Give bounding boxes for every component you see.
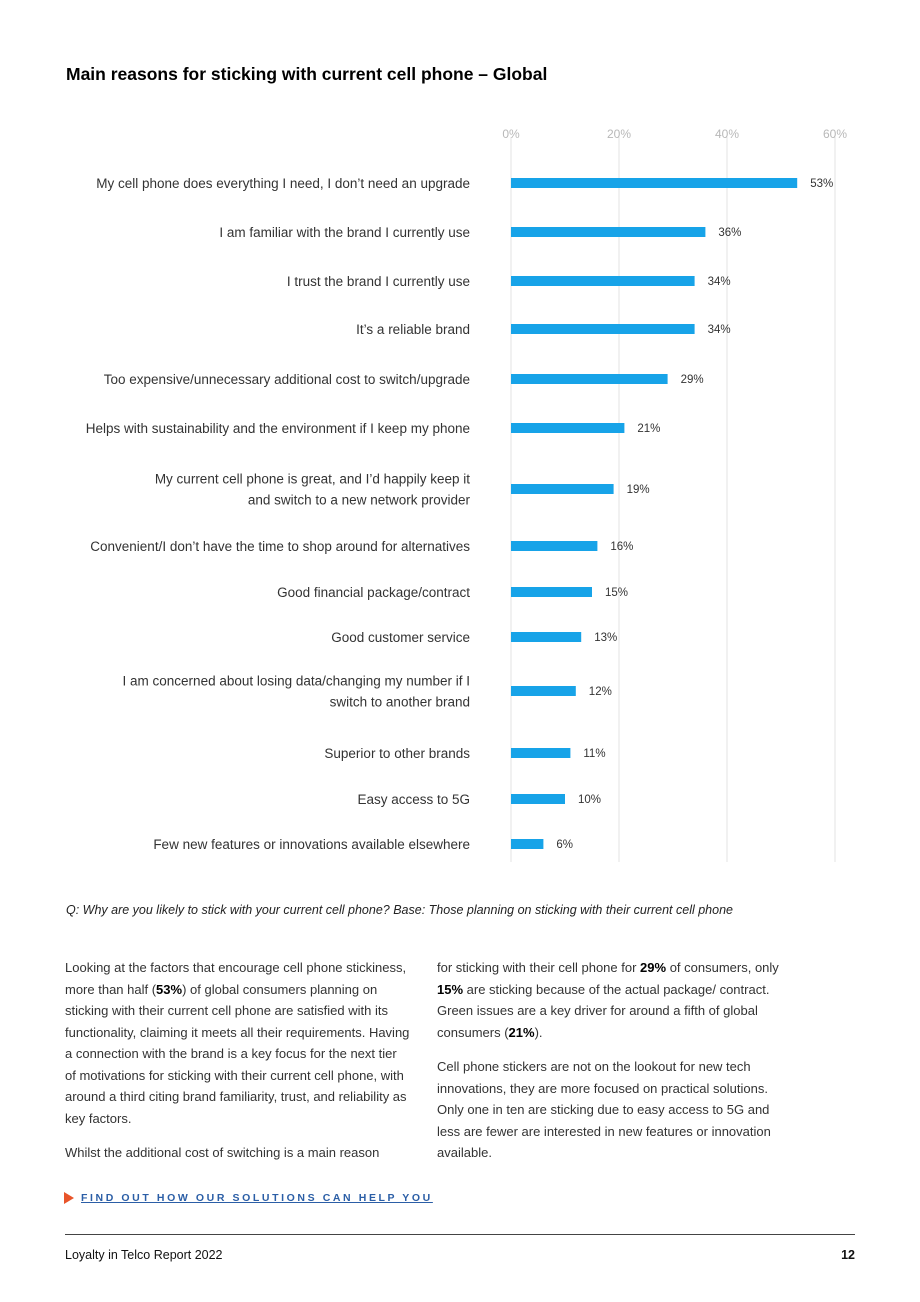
category-label: Convenient/I don’t have the time to shop… bbox=[90, 539, 470, 554]
data-label: 10% bbox=[578, 794, 601, 806]
category-label: I am familiar with the brand I currently… bbox=[219, 225, 470, 240]
play-arrow-icon bbox=[64, 1192, 74, 1204]
paragraph: Looking at the factors that encourage ce… bbox=[65, 960, 410, 1126]
data-label: 11% bbox=[583, 748, 605, 760]
category-label: Too expensive/unnecessary additional cos… bbox=[104, 372, 470, 387]
bar bbox=[511, 178, 798, 188]
report-name: Loyalty in Telco Report 2022 bbox=[65, 1248, 223, 1262]
bar bbox=[511, 587, 592, 597]
bar-chart: 0% 20% 40% 60% My cell phone does everything… bbox=[86, 127, 847, 862]
data-label: 13% bbox=[594, 632, 617, 644]
category-label: I trust the brand I currently use bbox=[287, 274, 470, 289]
x-tick-label: 20% bbox=[607, 127, 631, 141]
data-label: 36% bbox=[718, 227, 741, 239]
x-tick-label: 60% bbox=[823, 127, 847, 141]
body-column-right: for sticking with their cell phone for 2… bbox=[437, 957, 783, 1177]
category-label: My current cell phone is great, and I’d … bbox=[155, 472, 471, 508]
category-label: Good financial package/contract bbox=[277, 585, 470, 600]
category-label: Few new features or innovations availabl… bbox=[153, 837, 470, 852]
paragraph: for sticking with their cell phone for 2… bbox=[437, 960, 779, 1040]
data-label: 15% bbox=[605, 587, 628, 599]
x-tick-label: 40% bbox=[715, 127, 739, 141]
data-label: 6% bbox=[556, 839, 573, 851]
bar bbox=[511, 748, 571, 758]
x-tick-label: 0% bbox=[502, 127, 520, 141]
data-label: 12% bbox=[589, 686, 612, 698]
bar bbox=[511, 839, 544, 849]
bar bbox=[511, 794, 565, 804]
body-column-left: Looking at the factors that encourage ce… bbox=[65, 957, 411, 1177]
data-label: 53% bbox=[810, 178, 833, 190]
category-label: Good customer service bbox=[331, 630, 470, 645]
bar bbox=[511, 632, 582, 642]
data-label: 21% bbox=[637, 423, 660, 435]
category-label: Easy access to 5G bbox=[357, 792, 470, 807]
survey-question: Q: Why are you likely to stick with your… bbox=[66, 903, 733, 917]
data-label: 19% bbox=[627, 484, 650, 496]
data-label: 34% bbox=[708, 276, 731, 288]
page-title: Main reasons for sticking with current c… bbox=[66, 64, 548, 84]
bar bbox=[511, 423, 625, 433]
data-label: 16% bbox=[610, 541, 633, 553]
bar bbox=[511, 686, 576, 696]
paragraph: Cell phone stickers are not on the looko… bbox=[437, 1059, 771, 1160]
bar bbox=[511, 324, 695, 334]
data-label: 29% bbox=[681, 374, 704, 386]
category-label: I am concerned about losing data/changin… bbox=[123, 674, 470, 710]
paragraph: Whilst the additional cost of switching … bbox=[65, 1145, 380, 1160]
bar bbox=[511, 227, 706, 237]
bar bbox=[511, 484, 614, 494]
footer-divider bbox=[65, 1234, 855, 1235]
category-label: Superior to other brands bbox=[324, 746, 470, 761]
page-number: 12 bbox=[841, 1248, 855, 1262]
bar bbox=[511, 276, 695, 286]
solutions-link[interactable]: FIND OUT HOW OUR SOLUTIONS CAN HELP YOU bbox=[64, 1192, 433, 1204]
bar bbox=[511, 541, 598, 551]
category-label: Helps with sustainability and the enviro… bbox=[86, 421, 470, 436]
category-label: It’s a reliable brand bbox=[356, 322, 470, 337]
data-label: 34% bbox=[708, 324, 731, 336]
bar bbox=[511, 374, 668, 384]
solutions-link-label[interactable]: FIND OUT HOW OUR SOLUTIONS CAN HELP YOU bbox=[81, 1192, 433, 1204]
category-label: My cell phone does everything I need, I … bbox=[96, 176, 470, 191]
